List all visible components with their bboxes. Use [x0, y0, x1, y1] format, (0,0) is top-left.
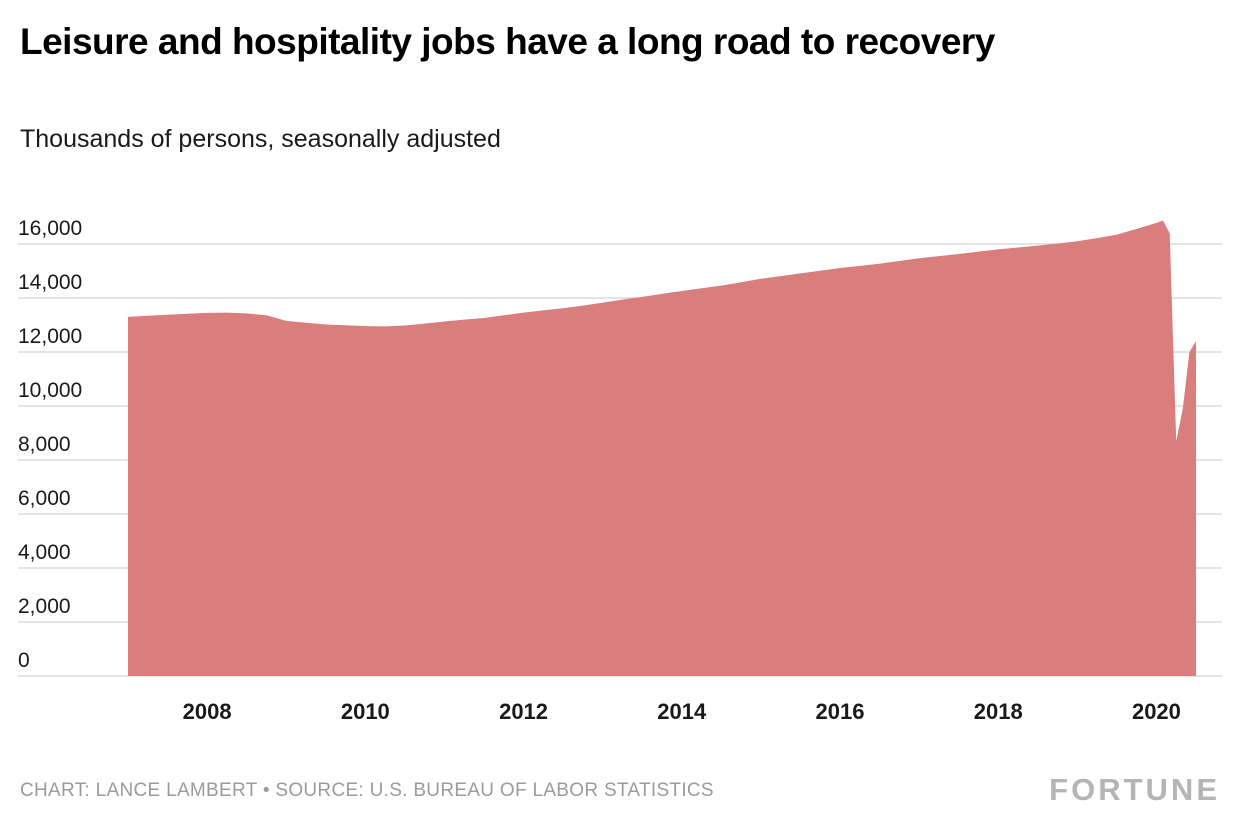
x-axis-label: 2014: [657, 699, 707, 724]
page-title: Leisure and hospitality jobs have a long…: [20, 21, 995, 62]
page-subtitle: Thousands of persons, seasonally adjuste…: [20, 125, 501, 153]
x-axis-label: 2018: [974, 699, 1023, 724]
y-axis-label: 2,000: [18, 595, 71, 618]
chart-footer: CHART: LANCE LAMBERT • SOURCE: U.S. BURE…: [0, 772, 1240, 818]
x-axis-label: 2010: [341, 699, 390, 724]
chart-credit: CHART: LANCE LAMBERT • SOURCE: U.S. BURE…: [20, 780, 714, 801]
area-series: [128, 220, 1196, 676]
x-axis-label: 2008: [183, 699, 232, 724]
y-axis-label: 12,000: [18, 325, 82, 348]
y-axis-label: 4,000: [18, 541, 71, 564]
x-axis-label: 2012: [499, 699, 548, 724]
y-axis-label: 14,000: [18, 271, 82, 294]
y-axis-label: 16,000: [18, 217, 82, 240]
fortune-logo: FORTUNE: [1049, 772, 1220, 807]
x-axis-label: 2020: [1132, 699, 1181, 724]
y-axis-label: 0: [18, 649, 30, 672]
x-axis-label: 2016: [816, 699, 865, 724]
y-axis-label: 8,000: [18, 433, 71, 456]
y-axis-label: 10,000: [18, 379, 82, 402]
y-axis-label: 6,000: [18, 487, 71, 510]
